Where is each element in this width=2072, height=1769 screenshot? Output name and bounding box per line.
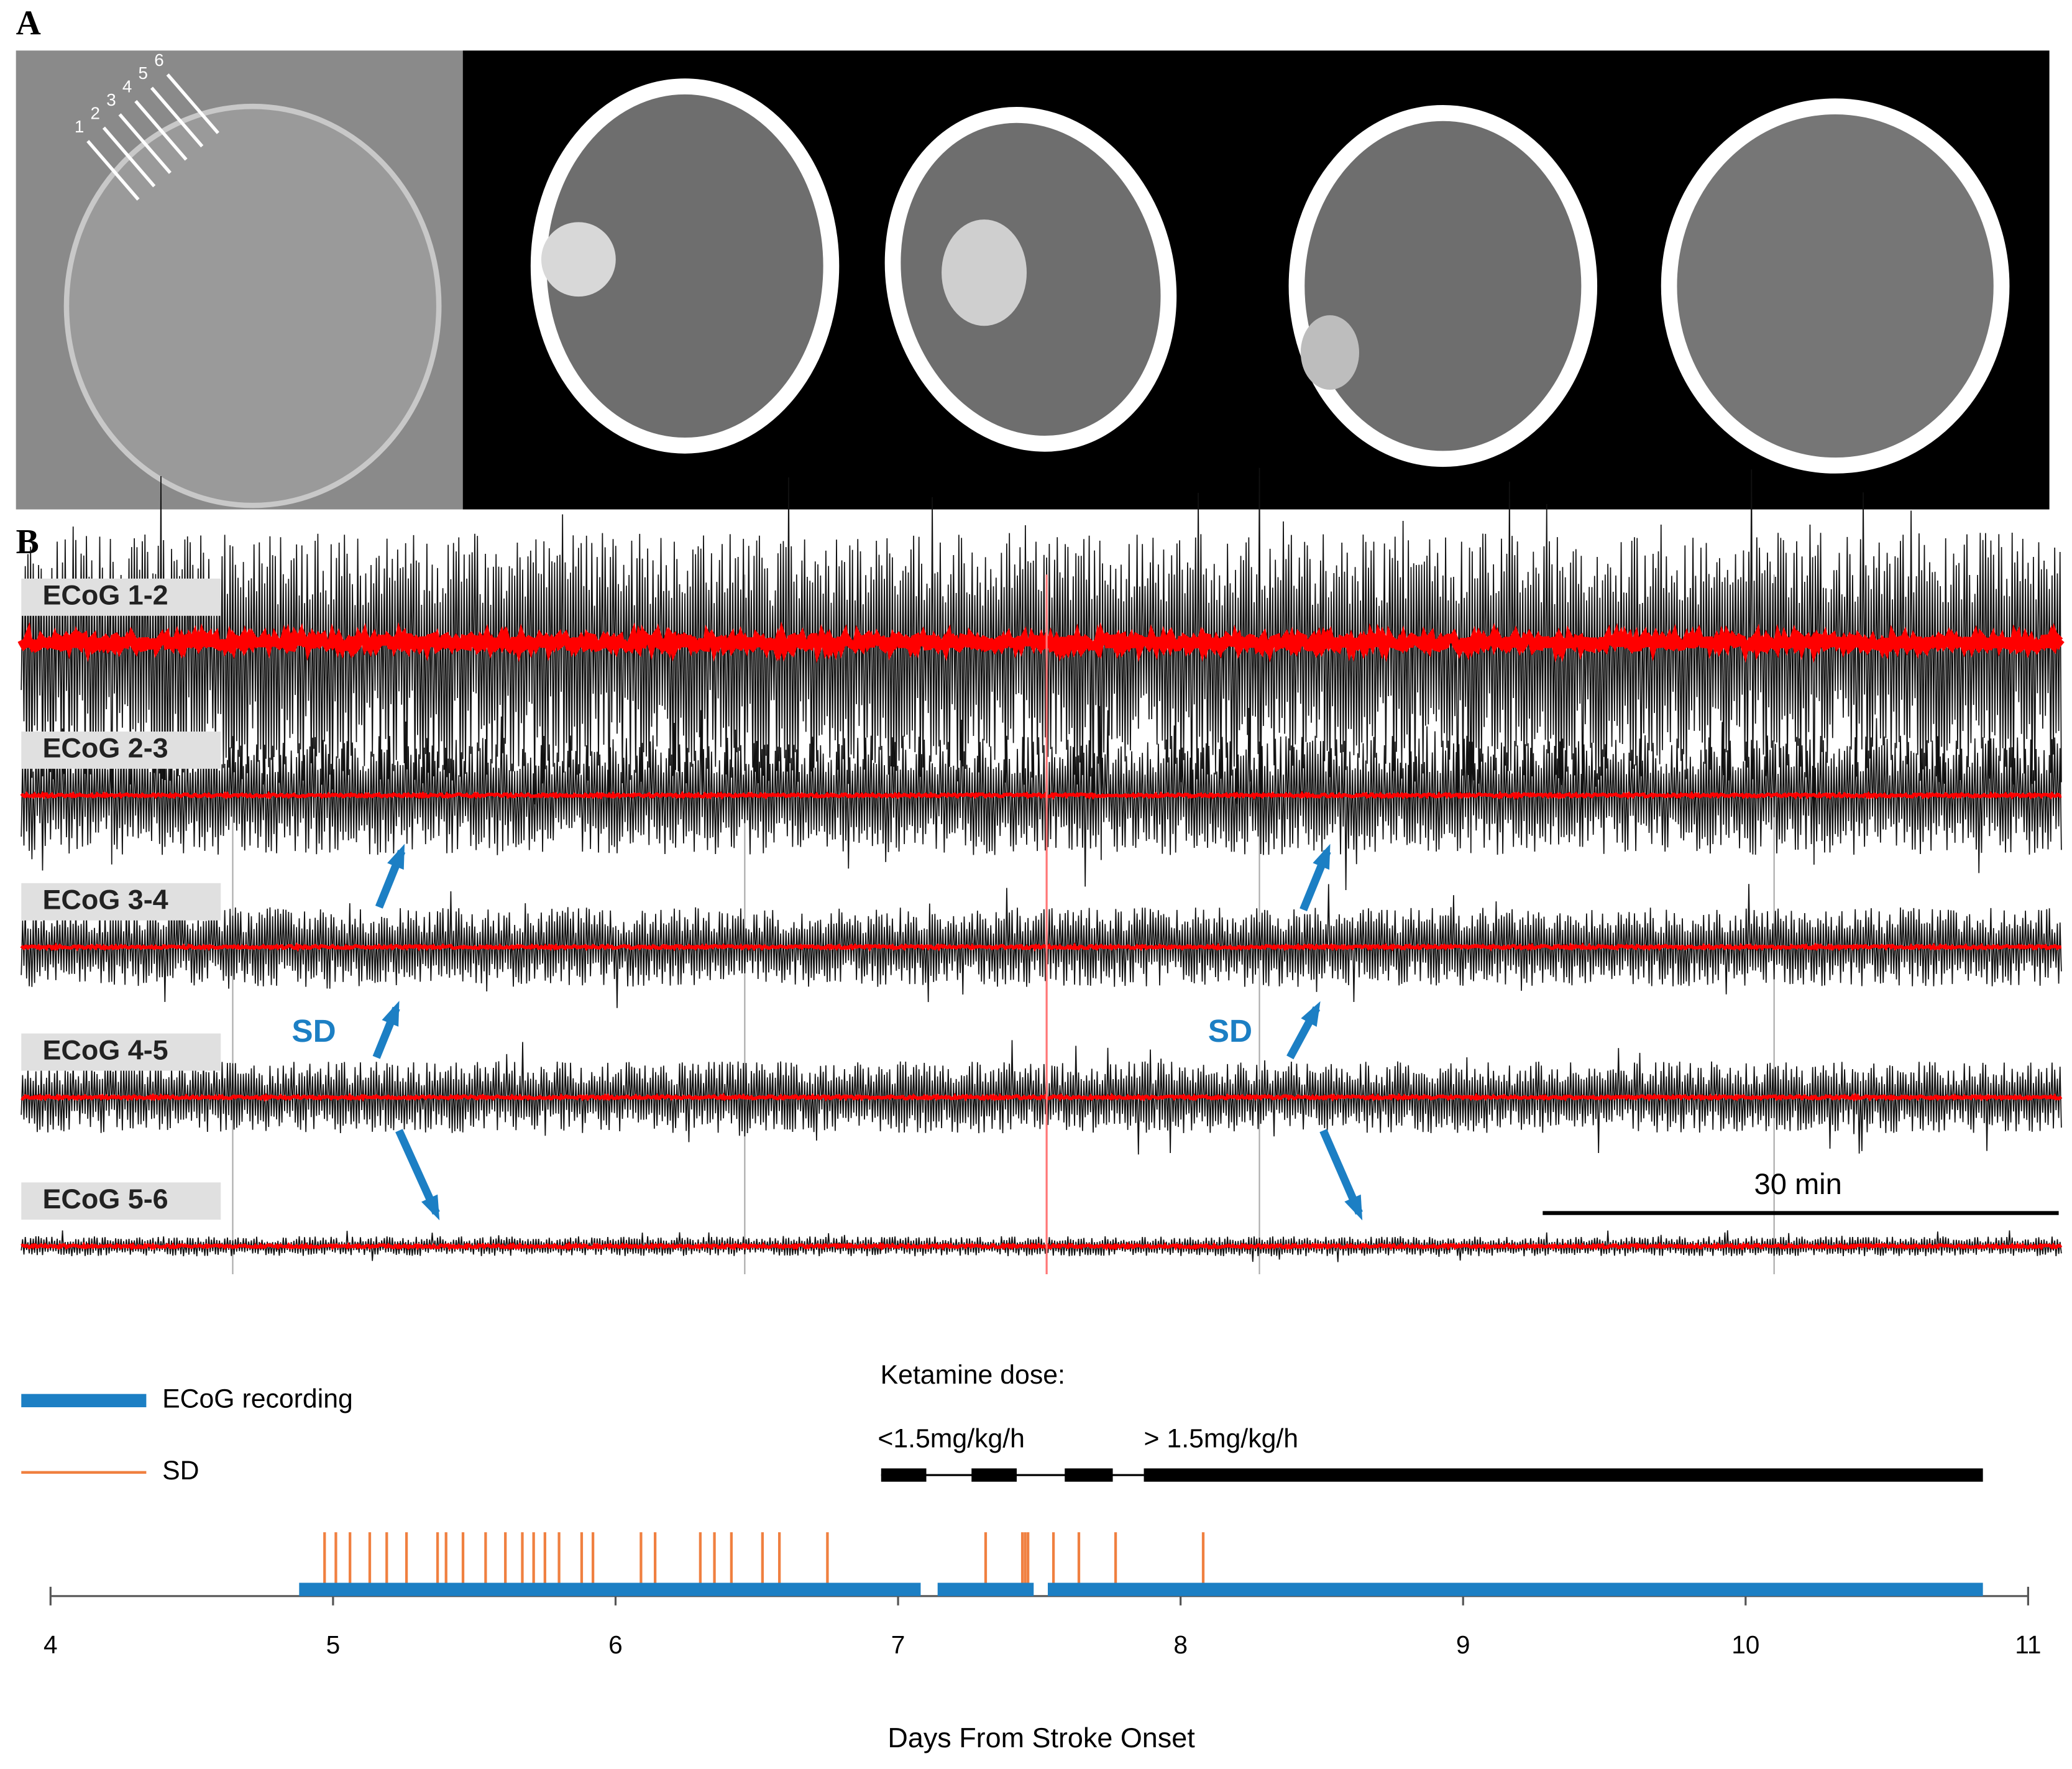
electrode-arrow: [118, 113, 172, 174]
sd-arrow-head: [1344, 1194, 1363, 1221]
legend-label: SD: [162, 1456, 199, 1486]
scale-bar-label: 30 min: [1754, 1167, 1842, 1200]
trace-label-bg: [21, 1182, 221, 1220]
ecog-traces: ECoG 1-2 ECoG 2-3 ECoG 3-4 ECoG 4-5 ECoG 5-6…: [17, 467, 2065, 1274]
electrode-arrow: [134, 99, 188, 161]
recording-segment: [1047, 1583, 1983, 1596]
trace-baseline: [20, 942, 2062, 952]
recording-segment: [299, 1583, 921, 1596]
trace-label-bg: [21, 1033, 221, 1071]
x-tick-label: 6: [608, 1630, 623, 1659]
recording-segment: [937, 1583, 1034, 1596]
trace-baseline: [17, 621, 2065, 663]
ketamine-high-segment: [1144, 1468, 1983, 1482]
trace-label: ECoG 4-5: [42, 1034, 168, 1065]
trace-label-bg: [21, 883, 221, 921]
trace-label: ECoG 3-4: [42, 884, 168, 916]
trace-signal: [21, 1040, 2062, 1155]
electrode-number: 6: [154, 50, 163, 70]
electrode-arrow: [102, 126, 156, 188]
electrode-arrow: [166, 73, 219, 134]
x-tick-label: 9: [1456, 1630, 1470, 1659]
electrode-arrow: [86, 140, 140, 201]
trace-signal: [21, 884, 2062, 1008]
trace-label: ECoG 5-6: [42, 1183, 168, 1215]
skull-outline: [63, 103, 442, 508]
trace-label-bg: [21, 578, 221, 616]
legend-label: ECoG recording: [162, 1384, 353, 1414]
x-tick-label: 8: [1173, 1630, 1188, 1659]
trace-signal: [21, 705, 2062, 890]
ketamine-low-label: <1.5mg/kg/h: [878, 1424, 1025, 1454]
ct-slices: [530, 78, 2010, 474]
trace-baseline: [21, 1241, 2063, 1251]
electrode-arrow: [150, 86, 204, 148]
electrode-number: 2: [91, 103, 100, 122]
ketamine-low-segment: [971, 1468, 1017, 1482]
sd-arrow-head: [382, 1001, 400, 1027]
ketamine-low-segment: [1065, 1468, 1113, 1482]
sd-annotation: SD: [1208, 1013, 1252, 1049]
trace-label: ECoG 2-3: [42, 732, 168, 764]
trace-baseline: [20, 791, 2062, 800]
x-tick-label: 10: [1731, 1630, 1759, 1659]
ketamine-high-label: > 1.5mg/kg/h: [1144, 1424, 1299, 1454]
x-tick-label: 4: [44, 1630, 58, 1659]
ketamine-low-segment: [881, 1468, 927, 1482]
electrode-number: 5: [139, 63, 148, 83]
electrode-number: 1: [75, 117, 84, 136]
sd-arrow-head: [421, 1194, 440, 1221]
x-tick-label: 11: [2015, 1630, 2041, 1659]
sd-arrow-head: [1313, 843, 1331, 870]
sd-annotation: SD: [291, 1013, 336, 1049]
x-axis-title: Days From Stroke Onset: [887, 1722, 1195, 1753]
panel-label: A: [16, 4, 41, 43]
x-tick-label: 5: [326, 1630, 341, 1659]
electrode-number: 4: [122, 77, 132, 96]
ketamine-title: Ketamine dose:: [881, 1360, 1065, 1390]
trace-label: ECoG 1-2: [42, 579, 168, 611]
sd-arrow-head: [387, 843, 405, 870]
trace-baseline: [21, 1092, 2063, 1102]
electrode-number: 3: [106, 90, 116, 109]
sd-arrow-head: [1301, 1001, 1321, 1027]
trace-signal: [21, 467, 2062, 865]
trace-label-bg: [21, 731, 221, 769]
x-tick-label: 7: [891, 1630, 905, 1659]
